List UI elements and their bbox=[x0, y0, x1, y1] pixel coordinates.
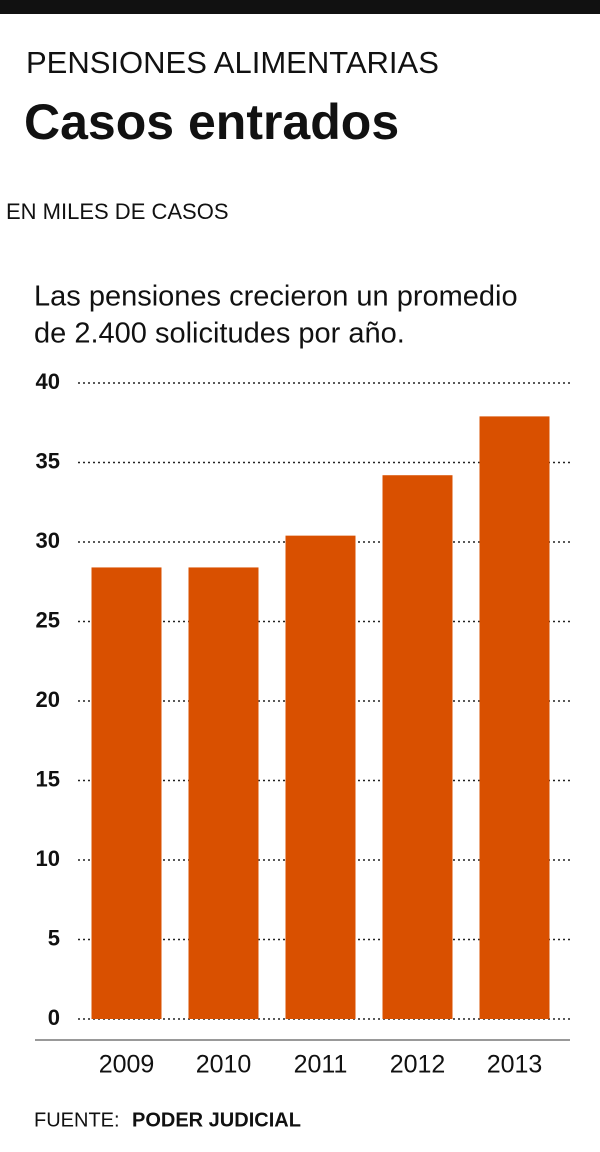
x-tick-label: 2013 bbox=[487, 1051, 543, 1079]
y-tick-label: 30 bbox=[36, 528, 60, 553]
x-tick-label: 2011 bbox=[294, 1051, 348, 1079]
bar bbox=[382, 475, 453, 1020]
subtitle: EN MILES DE CASOS bbox=[6, 199, 229, 224]
source-label: FUENTE: bbox=[34, 1109, 120, 1131]
bar bbox=[188, 567, 259, 1019]
source: PODER JUDICIAL bbox=[132, 1109, 301, 1131]
y-tick-label: 5 bbox=[48, 925, 60, 950]
y-tick-label: 25 bbox=[36, 607, 60, 632]
annotation: Las pensiones crecieron un promedio bbox=[34, 281, 518, 313]
y-tick-label: 0 bbox=[48, 1005, 60, 1030]
y-tick-label: 20 bbox=[36, 687, 60, 712]
top-bar bbox=[0, 0, 600, 14]
bar bbox=[479, 416, 550, 1019]
annotation: de 2.400 solicitudes por año. bbox=[34, 318, 405, 350]
bar bbox=[91, 567, 162, 1019]
bar bbox=[285, 535, 356, 1019]
x-tick-label: 2012 bbox=[390, 1051, 446, 1079]
y-tick-label: 15 bbox=[36, 766, 60, 791]
kicker: PENSIONES ALIMENTARIAS bbox=[26, 45, 439, 80]
x-tick-label: 2009 bbox=[99, 1051, 155, 1079]
y-tick-label: 40 bbox=[36, 369, 60, 394]
y-tick-label: 35 bbox=[36, 448, 60, 473]
y-tick-label: 10 bbox=[36, 846, 60, 871]
x-tick-label: 2010 bbox=[196, 1051, 252, 1079]
chart-title: Casos entrados bbox=[24, 94, 399, 150]
